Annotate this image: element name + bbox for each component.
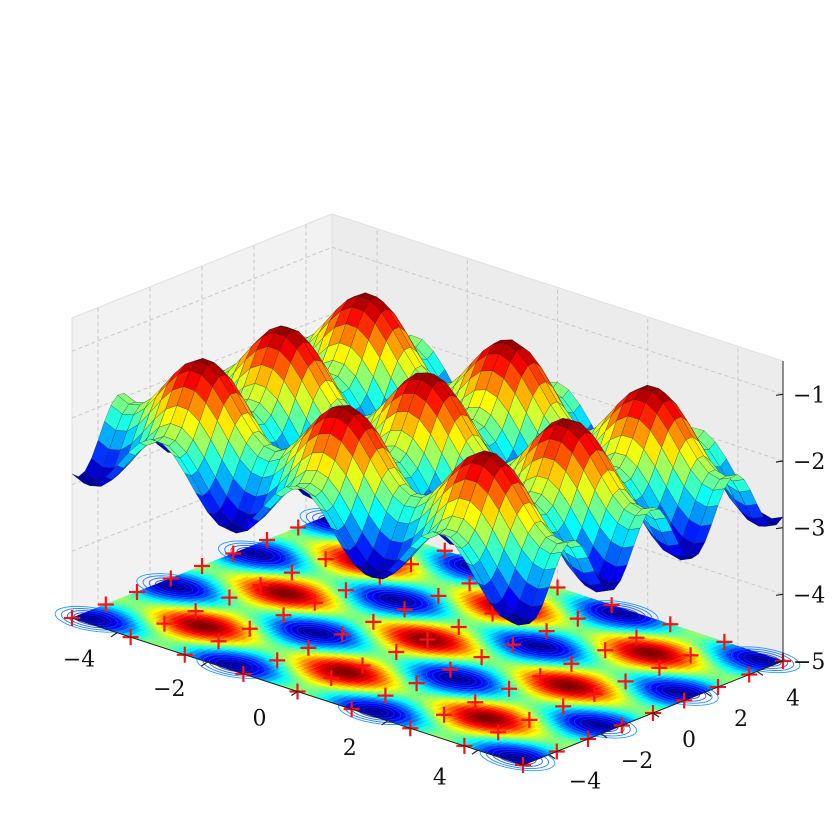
grid-line-z bbox=[71, 246, 784, 395]
